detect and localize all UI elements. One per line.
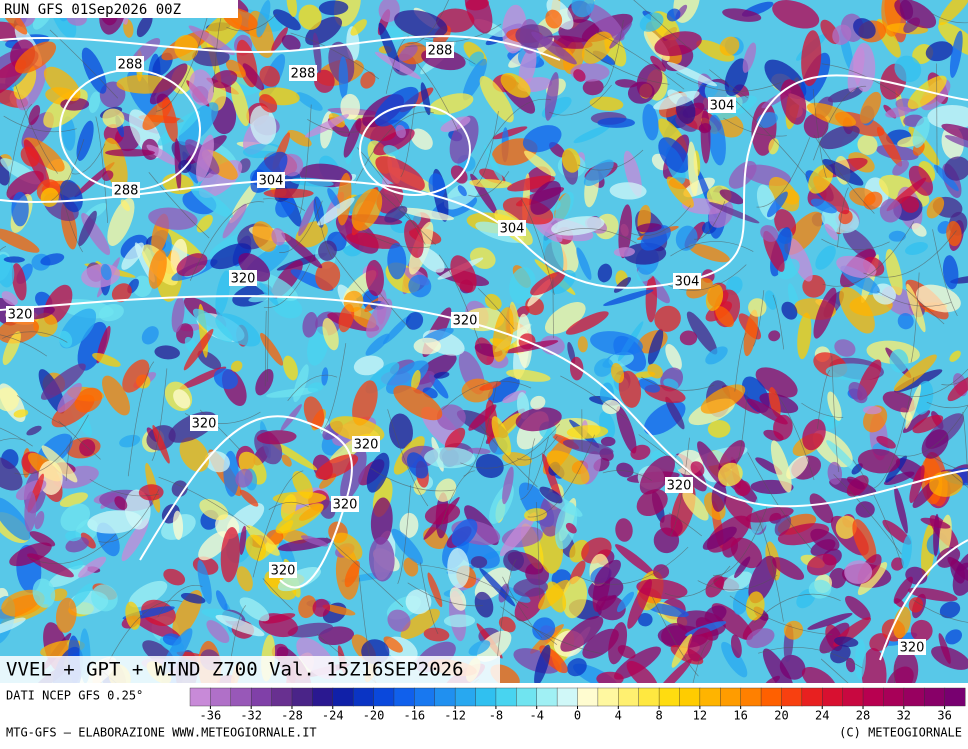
colorbar-swatch [435,688,456,706]
source-label: DATI NCEP GFS 0.25° [6,689,143,703]
contour-label: 288 [428,44,453,59]
colorbar-swatch [741,688,762,706]
colorbar-swatch [394,688,415,706]
texture-blob [414,338,441,355]
texture-blob [105,149,155,157]
colorbar-swatch [476,688,497,706]
colorbar-tick-label: -28 [281,709,303,723]
texture-blob [11,192,28,227]
colorbar-swatch [496,688,517,706]
contour-label: 320 [8,308,33,323]
colorbar-tick-label: -8 [489,709,503,723]
colorbar-tick-label: 12 [693,709,707,723]
contour-label: 320 [453,314,478,329]
copyright-label: (C) METEOGIORNALE [839,726,962,740]
contour-label: 320 [271,564,296,579]
colorbar-swatch [802,688,823,706]
credit-label: MTG-GFS — ELABORAZIONE WWW.METEOGIORNALE… [6,726,317,740]
colorbar-swatch [679,688,700,706]
colorbar-swatch [904,688,925,706]
colorbar-swatch [353,688,374,706]
colorbar-swatch [231,688,252,706]
run-label: RUN GFS 01Sep2026 00Z [4,2,181,18]
map-title: VVEL + GPT + WIND Z700 Val. 15Z16SEP2026 [6,659,464,681]
texture-blob [264,189,314,199]
colorbar-swatch [292,688,313,706]
contour-label: 320 [192,417,217,432]
colorbar-swatch [700,688,721,706]
colorbar-tick-label: -12 [444,709,466,723]
colorbar-swatch [781,688,802,706]
colorbar-swatch [924,688,945,706]
colorbar-tick-label: -16 [403,709,425,723]
colorbar-tick-label: -4 [529,709,543,723]
colorbar-swatch [883,688,904,706]
contour-label: 320 [231,272,256,287]
contour-label: 320 [900,641,925,656]
colorbar-swatch [618,688,639,706]
contour-label: 288 [291,67,316,82]
colorbar-tick-label: 8 [655,709,662,723]
contour-label: 288 [118,58,143,73]
colorbar-tick-label: -24 [322,709,344,723]
colorbar-swatch [312,688,333,706]
colorbar-swatch [863,688,884,706]
colorbar-swatch [598,688,619,706]
colorbar-tick-label: 0 [574,709,581,723]
colorbar-swatch [578,688,599,706]
colorbar-swatch [639,688,660,706]
colorbar: -36 -32 -28 -24 -20 -16 -12 -8 -4 0 4 8 12 16 20 24 28 32… [190,688,965,723]
colorbar-tick-label: -20 [363,709,385,723]
contour-label: 320 [354,438,379,453]
colorbar-swatch [374,688,395,706]
colorbar-tick-label: 32 [897,709,911,723]
colorbar-swatch [414,688,435,706]
colorbar-tick-label: 4 [615,709,622,723]
contour-label: 288 [114,184,139,199]
colorbar-swatch [333,688,354,706]
texture-blob [596,672,623,686]
colorbar-swatch [516,688,537,706]
colorbar-swatch [557,688,578,706]
contour-label: 320 [667,479,692,494]
colorbar-swatch [251,688,272,706]
contour-label: 304 [710,99,735,114]
colorbar-swatch [659,688,680,706]
colorbar-swatch [720,688,741,706]
contour-label: 304 [500,222,525,237]
colorbar-swatch [455,688,476,706]
contour-label: 304 [259,174,284,189]
colorbar-swatch [822,688,843,706]
contour-label: 320 [333,498,358,513]
colorbar-swatch [945,688,966,706]
colorbar-swatch [843,688,864,706]
colorbar-tick-label: 16 [733,709,747,723]
colorbar-tick-label: 28 [856,709,870,723]
texture-blob [597,118,635,128]
colorbar-swatch [272,688,293,706]
colorbar-tick-label: -36 [200,709,222,723]
colorbar-swatch [210,688,231,706]
colorbar-swatch [537,688,558,706]
colorbar-tick-label: 36 [937,709,951,723]
colorbar-tick-label: 24 [815,709,829,723]
colorbar-swatch [190,688,211,706]
colorbar-tick-label: -32 [240,709,262,723]
colorbar-swatch [761,688,782,706]
contour-label: 304 [675,275,700,290]
colorbar-tick-label: 20 [774,709,788,723]
